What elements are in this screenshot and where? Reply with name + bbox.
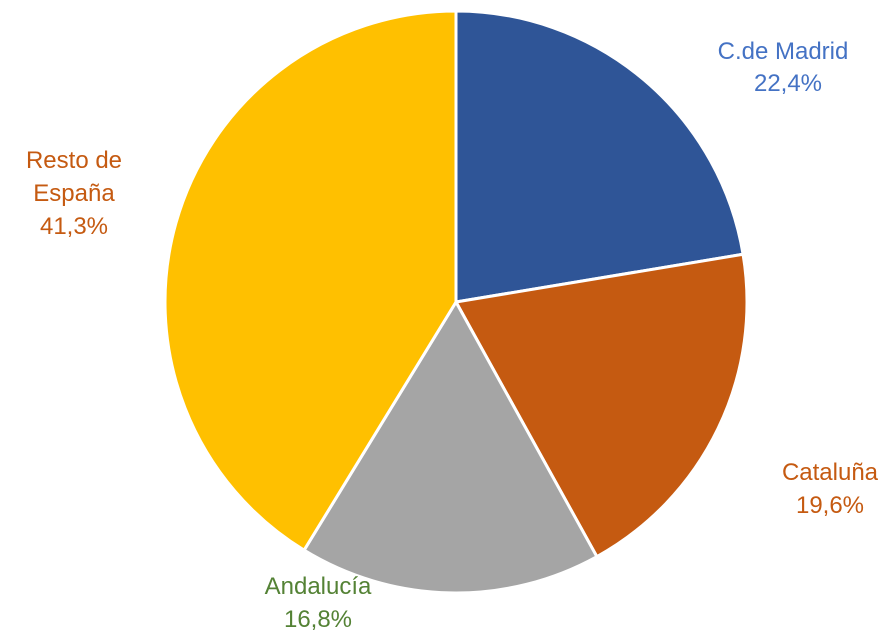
slice-cataluna [453,252,749,559]
slice-value-cataluna: 19,6% [796,492,864,519]
label-madrid: C.de Madrid 22,4% [718,38,849,97]
slice-label-andalucia: Andalucía [265,573,372,600]
slice-resto [163,9,458,553]
label-resto: Resto de España 41,3% [26,147,122,240]
label-andalucia: Andalucía 16,8% [265,573,372,633]
slice-andalucia [302,299,599,595]
slice-label-resto-line2: España [33,180,115,207]
pie-slices [163,9,749,595]
slice-label-resto-line1: Resto de [26,147,122,174]
slice-label-cataluna: Cataluña [782,459,879,486]
slice-madrid [454,9,745,304]
slice-value-resto: 41,3% [40,213,108,240]
label-cataluna: Cataluña 19,6% [782,459,879,519]
slice-value-madrid: 22,4% [754,70,822,97]
slice-value-andalucia: 16,8% [284,606,352,633]
slice-label-madrid: C.de Madrid [718,38,849,65]
